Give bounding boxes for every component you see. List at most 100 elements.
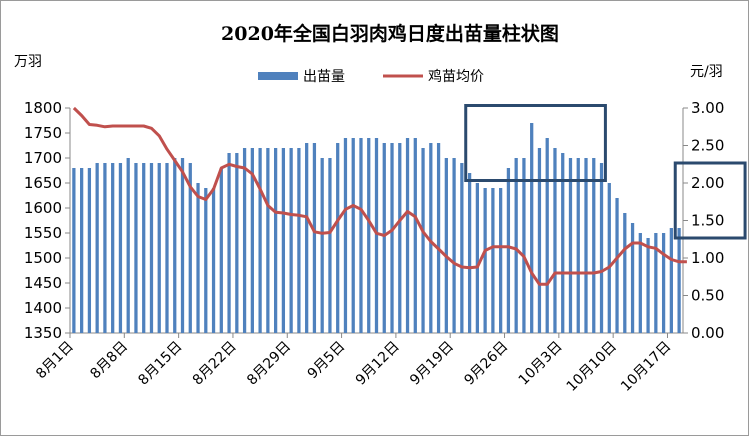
bar-output-day-78 [669, 228, 673, 333]
y-right-tick-label: 2.50 [691, 137, 724, 155]
bar-output-day-71 [615, 198, 619, 333]
bar-output-day-42 [390, 143, 394, 333]
bar-output-day-27 [273, 148, 278, 333]
bar-output-day-72 [623, 213, 627, 333]
bar-output-day-45 [413, 138, 417, 333]
bar-output-day-58 [514, 158, 518, 333]
bar-output-day-60 [530, 123, 534, 333]
bar-output-day-52 [467, 173, 472, 333]
highlight-boxes [464, 104, 747, 240]
bar-output-day-14 [173, 158, 177, 333]
y-left-tick-label: 1650 [24, 174, 62, 192]
bar-output-day-49 [444, 158, 448, 333]
bar-output-day-68 [592, 158, 596, 333]
line-avg-price [72, 106, 687, 286]
bar-output-day-13 [165, 163, 169, 333]
bar-output-day-36 [343, 138, 348, 333]
y-right-unit-label: 元/羽 [690, 64, 723, 80]
bar-output-day-25 [258, 148, 262, 333]
bar-output-day-20 [219, 168, 223, 333]
bar-output-day-28 [281, 148, 286, 333]
y-right-tick-label: 2.00 [691, 174, 724, 192]
y-left-tick-label: 1750 [24, 124, 62, 142]
bar-output-day-66 [576, 158, 580, 333]
bar-output-day-39 [367, 138, 371, 333]
y-left-tick-label: 1550 [24, 224, 62, 242]
y-left-tick-label: 1700 [24, 149, 62, 167]
bar-output-day-6 [111, 163, 115, 333]
bar-output-day-2 [80, 168, 84, 333]
bar-output-day-4 [95, 163, 99, 333]
bar-series [72, 123, 681, 333]
bar-output-day-3 [87, 168, 92, 333]
bar-output-day-69 [599, 163, 604, 333]
bar-output-day-7 [118, 163, 123, 333]
bar-output-day-8 [126, 158, 130, 333]
bar-output-day-67 [584, 158, 588, 333]
bar-output-day-44 [405, 138, 410, 333]
bar-output-day-62 [545, 138, 549, 333]
bar-output-day-33 [320, 158, 324, 333]
legend-label-line: 鸡苗均价 [428, 68, 484, 85]
bar-output-day-16 [188, 163, 192, 333]
bar-output-day-54 [483, 188, 487, 333]
y-right-tick-label: 3.00 [691, 99, 724, 117]
bar-output-day-9 [134, 163, 138, 333]
bar-output-day-61 [537, 148, 542, 333]
bar-output-day-47 [429, 143, 433, 333]
y-right-tick-label: 1.50 [691, 212, 724, 230]
bar-output-day-43 [398, 143, 402, 333]
legend-label-bar: 出苗量 [303, 69, 345, 85]
bar-output-day-75 [646, 238, 650, 333]
y-right-tick-label: 0.00 [691, 324, 724, 342]
bar-output-day-21 [227, 153, 231, 333]
highlight-box-2 [673, 161, 747, 240]
bar-output-day-31 [305, 143, 309, 333]
bar-output-day-63 [553, 148, 557, 333]
bar-output-day-46 [421, 148, 425, 333]
bar-output-day-10 [142, 163, 146, 333]
bar-output-day-59 [522, 158, 526, 333]
bar-output-day-79 [677, 228, 681, 333]
bar-output-day-70 [607, 183, 611, 333]
bar-output-day-76 [654, 233, 658, 333]
bar-output-day-48 [436, 143, 441, 333]
bar-output-day-15 [180, 158, 185, 333]
bar-output-day-35 [336, 143, 340, 333]
bar-output-day-56 [499, 188, 503, 333]
bar-output-day-50 [452, 158, 456, 333]
bar-output-day-11 [149, 163, 154, 333]
bar-output-day-55 [491, 188, 495, 333]
bar-output-day-51 [460, 163, 464, 333]
bar-output-day-38 [359, 138, 363, 333]
y-left-tick-label: 1600 [24, 199, 62, 217]
bar-output-day-53 [475, 183, 480, 333]
y-right-tick-label: 1.00 [691, 249, 724, 267]
bar-output-day-30 [297, 148, 301, 333]
line-series [72, 106, 687, 286]
bar-output-day-12 [157, 163, 161, 333]
bar-output-day-73 [630, 223, 635, 333]
highlight-box-1 [464, 104, 607, 182]
chart-title: 2020年全国白羽肉鸡日度出苗量柱状图 [221, 22, 559, 45]
bar-output-day-5 [103, 163, 107, 333]
bar-output-day-23 [242, 148, 247, 333]
bar-output-day-29 [289, 148, 293, 333]
bar-output-day-57 [506, 168, 511, 333]
bar-output-day-34 [328, 158, 332, 333]
bar-output-day-24 [250, 148, 254, 333]
bar-output-day-74 [638, 233, 642, 333]
legend-swatch-bar [258, 72, 298, 80]
bar-output-day-18 [204, 188, 208, 333]
bar-output-day-32 [312, 143, 317, 333]
y-left-tick-label: 1800 [24, 99, 62, 117]
bar-output-day-41 [382, 143, 386, 333]
legend: 出苗量 鸡苗均价 [258, 68, 484, 85]
bar-output-day-22 [235, 153, 239, 333]
bar-output-day-37 [351, 138, 355, 333]
y-left-tick-label: 1400 [24, 299, 62, 317]
y-left-tick-label: 1450 [24, 274, 62, 292]
bar-output-day-40 [374, 138, 379, 333]
